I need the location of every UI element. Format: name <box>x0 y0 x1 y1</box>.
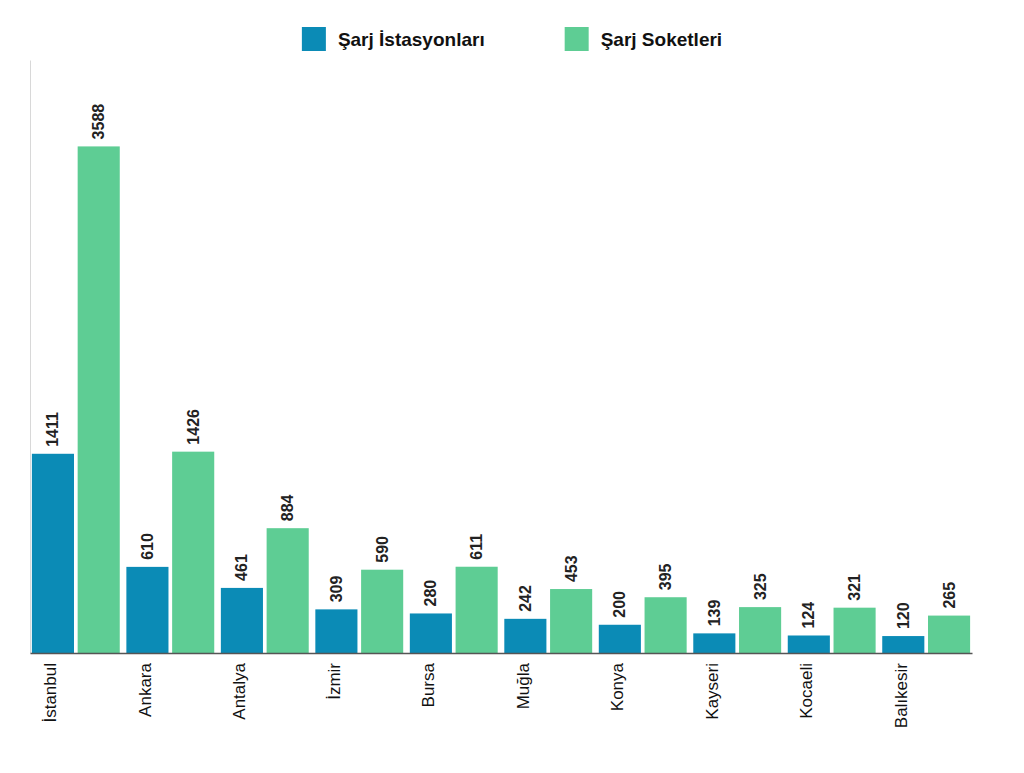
x-tick-label: Muğla <box>514 662 533 709</box>
x-tick: Kocaeli <box>797 653 832 719</box>
y-axis <box>30 61 31 654</box>
legend: Şarj İstasyonları Şarj Soketleri <box>302 27 722 51</box>
x-tick-label: Ankara <box>136 662 155 716</box>
bar <box>550 589 592 653</box>
data-label: 124 <box>800 602 817 629</box>
x-tick-label: Bursa <box>419 662 438 707</box>
legend-swatch <box>565 27 589 51</box>
bar <box>172 452 214 653</box>
data-label: 461 <box>233 554 250 581</box>
x-tick-label: Kayseri <box>703 663 722 720</box>
data-label: 3588 <box>90 104 107 140</box>
bar <box>788 635 830 653</box>
x-tick: İstanbul <box>41 653 76 723</box>
x-tick-label: Kocaeli <box>797 663 816 719</box>
bar <box>504 619 546 653</box>
data-label: 120 <box>895 602 912 629</box>
series-bars <box>32 454 924 653</box>
y-axis-line <box>30 61 31 654</box>
bar <box>126 567 168 653</box>
bar <box>739 607 781 653</box>
data-labels: 1411 610 461 309 280 242 200 139 124 120 3588 1426 8… <box>44 104 957 629</box>
data-label: 321 <box>846 574 863 601</box>
data-label: 242 <box>517 585 534 612</box>
x-tick: Kayseri <box>703 653 738 720</box>
data-label: 453 <box>563 555 580 582</box>
x-tick: Antalya <box>230 653 265 720</box>
legend-item: Şarj Soketleri <box>565 27 722 51</box>
bar <box>361 570 403 653</box>
bar <box>410 613 452 653</box>
legend-item: Şarj İstasyonları <box>302 27 485 51</box>
data-label: 200 <box>611 591 628 618</box>
x-tick-label: Balıkesir <box>892 663 911 729</box>
bar <box>599 625 641 653</box>
data-label: 610 <box>139 533 156 560</box>
bar <box>928 616 970 653</box>
bar <box>645 597 687 653</box>
bar <box>315 609 357 653</box>
bar <box>221 588 263 653</box>
x-axis: İstanbul Ankara Antalya İzmir Bursa Muğla Kony… <box>31 653 973 728</box>
data-label: 139 <box>706 600 723 627</box>
x-tick-label: Antalya <box>230 662 249 719</box>
bar <box>78 146 120 653</box>
bar <box>32 454 74 653</box>
x-tick: Muğla <box>514 653 549 709</box>
x-tick-label: Konya <box>608 662 627 711</box>
x-tick: Bursa <box>419 653 454 707</box>
data-label: 611 <box>468 534 485 560</box>
data-label: 884 <box>279 494 296 521</box>
bars <box>32 146 970 653</box>
legend-label: Şarj Soketleri <box>601 29 722 50</box>
x-tick: Balıkesir <box>892 653 927 728</box>
x-tick: İzmir <box>325 653 360 700</box>
x-tick-label: İzmir <box>325 663 344 700</box>
legend-swatch <box>302 27 326 51</box>
data-label: 280 <box>422 580 439 607</box>
x-axis-line <box>31 653 973 655</box>
x-tick: Konya <box>608 653 643 711</box>
data-label: 265 <box>941 582 958 609</box>
data-label: 1411 <box>44 412 61 447</box>
plot: 1411 610 461 309 280 242 200 139 124 120 3588 1426 8… <box>31 61 973 729</box>
data-label: 309 <box>328 576 345 603</box>
legend-label: Şarj İstasyonları <box>338 29 485 50</box>
data-label: 395 <box>657 563 674 590</box>
x-tick: Ankara <box>136 653 171 717</box>
x-tick-label: İstanbul <box>41 663 60 723</box>
bar <box>456 567 498 653</box>
series-bars <box>78 146 970 653</box>
bar <box>693 633 735 653</box>
bar <box>267 528 309 653</box>
data-label: 590 <box>374 536 391 563</box>
data-label: 1426 <box>185 409 202 445</box>
data-label: 325 <box>752 573 769 600</box>
chart: 1411 610 461 309 280 242 200 139 124 120 3588 1426 8… <box>0 0 1024 773</box>
bar <box>834 608 876 653</box>
bar <box>882 636 924 653</box>
